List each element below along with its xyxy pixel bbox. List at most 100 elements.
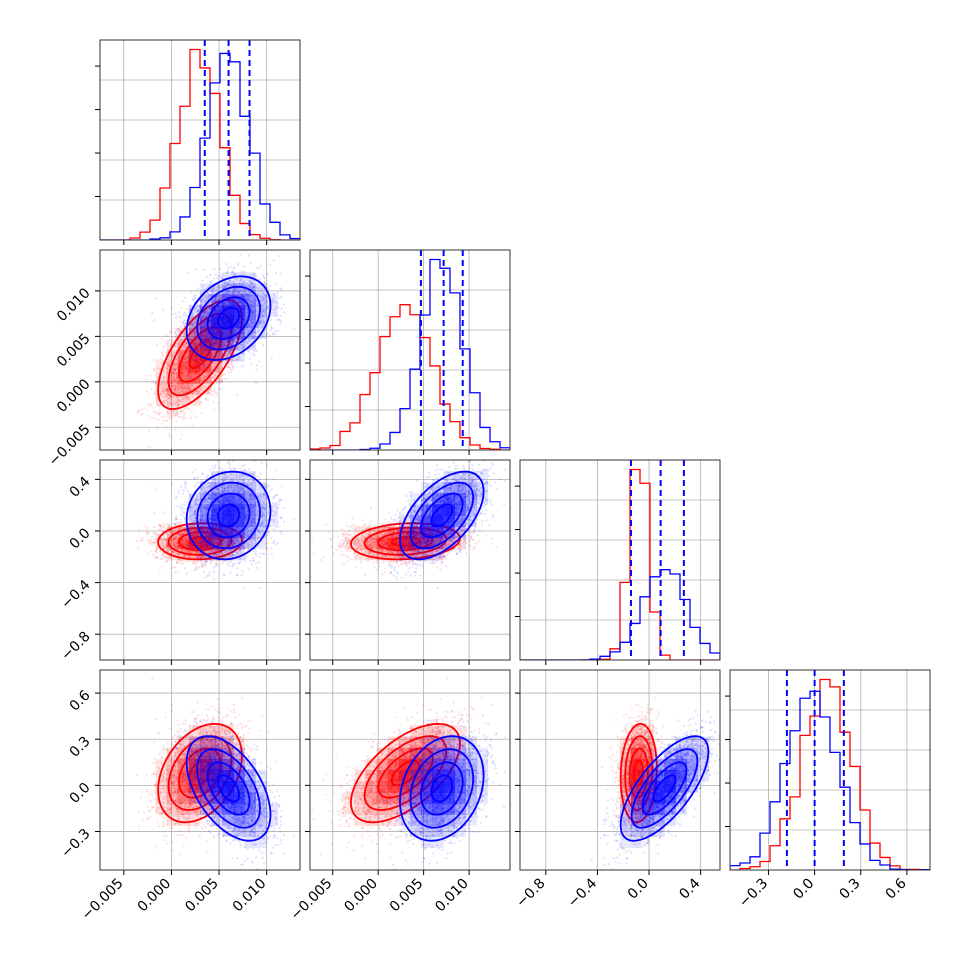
panel-plot-area <box>100 250 300 450</box>
scatter-point-red <box>173 378 176 381</box>
scatter-point-red <box>136 540 139 543</box>
scatter-point-red <box>166 363 170 366</box>
scatter-point-red <box>148 403 152 406</box>
scatter-point-red <box>204 375 207 378</box>
scatter-point-red <box>204 325 207 329</box>
scatter-point-red <box>211 366 215 369</box>
scatter-point-red <box>168 363 171 366</box>
scatter-point-red <box>185 386 188 389</box>
scatter-point-red <box>159 383 162 386</box>
density-cell-blue <box>255 305 267 317</box>
scatter-point-red <box>175 345 178 349</box>
scatter-point-red <box>196 390 199 393</box>
scatter-point-blue <box>225 262 228 265</box>
scatter-point-red <box>162 368 166 372</box>
scatter-point-red <box>156 400 159 403</box>
scatter-point-red <box>158 368 162 371</box>
scatter-point-red <box>227 371 231 374</box>
scatter-point-red <box>166 349 170 352</box>
scatter-point-blue <box>185 361 189 364</box>
scatter-point-red <box>183 335 186 339</box>
scatter-point-red <box>174 331 177 334</box>
scatter-point-blue <box>220 361 223 364</box>
scatter-point-red <box>211 287 214 291</box>
scatter-point-red <box>182 324 185 328</box>
scatter-point-red <box>222 345 225 348</box>
scatter-point-blue <box>175 334 178 337</box>
scatter-point-red <box>159 358 162 361</box>
scatter-point-blue <box>170 307 173 310</box>
scatter-point-red <box>196 392 199 395</box>
scatter-point-red <box>162 391 165 394</box>
histogram-blue <box>310 258 510 450</box>
scatter-point-blue <box>272 259 275 262</box>
scatter-point-red <box>169 381 172 384</box>
scatter-point-red <box>153 392 156 396</box>
scatter-point-red <box>160 351 163 354</box>
scatter-point-red <box>175 375 178 378</box>
scatter-point-red <box>166 390 169 393</box>
scatter-point-red <box>146 533 149 536</box>
scatter-point-blue <box>240 365 243 368</box>
scatter-point-red <box>169 345 172 348</box>
scatter-point-red <box>214 392 217 395</box>
scatter-point-blue <box>172 313 175 316</box>
scatter-point-red <box>150 388 154 391</box>
scatter-point-red <box>153 369 156 372</box>
scatter-point-red <box>188 388 192 391</box>
scatter-point-red <box>179 409 182 413</box>
scatter-point-red <box>162 360 165 363</box>
scatter-point-red <box>207 372 210 375</box>
scatter-point-red <box>214 350 217 353</box>
scatter-point-red <box>230 363 233 366</box>
scatter-point-red <box>156 403 159 406</box>
scatter-point-red <box>140 408 144 411</box>
panel-r1-c0 <box>99 249 301 451</box>
scatter-point-red <box>229 348 233 351</box>
scatter-point-red <box>162 419 165 422</box>
scatter-point-blue <box>232 365 235 369</box>
scatter-point-red <box>172 366 175 370</box>
scatter-point-red <box>177 342 180 345</box>
scatter-point-red <box>168 396 171 400</box>
scatter-point-red <box>184 346 187 349</box>
scatter-point-red <box>175 342 178 345</box>
scatter-point-red <box>174 379 177 383</box>
scatter-point-red <box>173 367 176 370</box>
scatter-point-blue <box>197 362 200 365</box>
scatter-point-blue <box>214 369 217 372</box>
scatter-point-blue <box>200 363 203 367</box>
scatter-point-blue <box>183 296 186 300</box>
scatter-point-red <box>173 365 176 368</box>
panel-plot-area <box>100 460 300 660</box>
scatter-point-blue <box>183 334 187 337</box>
scatter-point-red <box>209 381 213 384</box>
scatter-point-blue <box>174 344 177 347</box>
scatter-point-blue <box>170 330 173 334</box>
scatter-point-red <box>226 366 229 369</box>
scatter-point-red <box>172 352 175 355</box>
scatter-point-blue <box>239 253 242 256</box>
scatter-point-red <box>153 367 156 370</box>
scatter-point-red <box>154 381 157 385</box>
scatter-point-red <box>216 370 219 374</box>
scatter-point-red <box>162 345 166 348</box>
scatter-point-red <box>200 388 203 391</box>
scatter-point-red <box>174 378 177 381</box>
scatter-point-red <box>146 414 150 417</box>
scatter-point-red <box>164 393 167 396</box>
scatter-point-red <box>153 538 156 541</box>
scatter-point-red <box>173 368 177 372</box>
scatter-point-red <box>209 317 212 320</box>
scatter-point-red <box>200 318 203 321</box>
scatter-point-blue <box>270 327 274 330</box>
scatter-point-blue <box>197 366 201 370</box>
scatter-point-blue <box>229 265 232 268</box>
panel-r2-c0 <box>99 459 301 661</box>
scatter-point-red <box>250 324 253 328</box>
scatter-point-red <box>186 397 189 400</box>
scatter-point-red <box>222 340 225 343</box>
scatter-point-red <box>165 367 169 370</box>
scatter-point-red <box>191 395 195 398</box>
scatter-point-red <box>199 307 203 310</box>
